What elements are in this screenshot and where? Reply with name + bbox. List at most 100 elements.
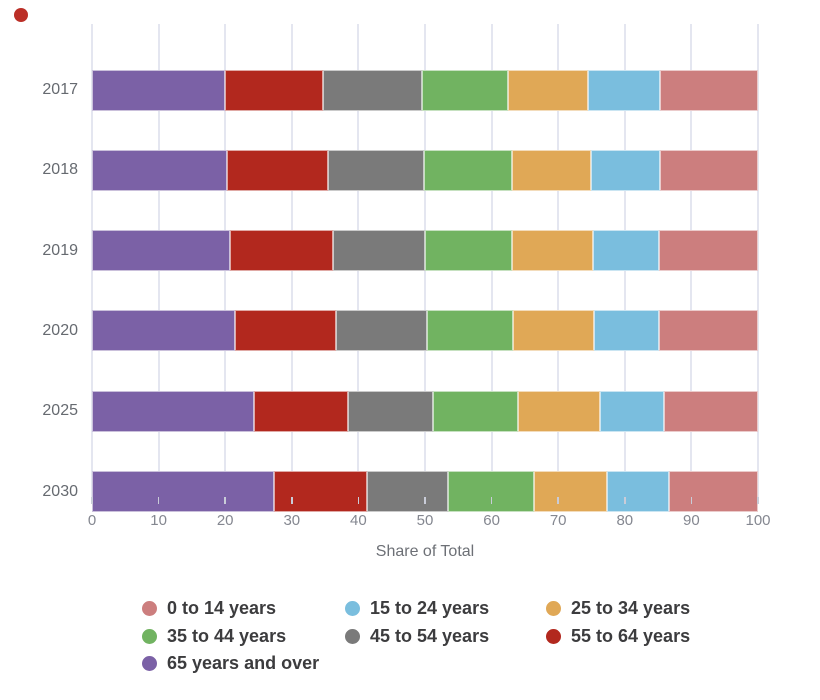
bar-segment-15-to-24-years xyxy=(588,69,661,111)
bar-segment-0-to-14-years xyxy=(669,471,758,512)
bar-segment-15-to-24-years xyxy=(607,471,670,512)
x-tick-label: 0 xyxy=(87,512,97,529)
legend-swatch-icon xyxy=(142,628,157,644)
x-tick-label: 100 xyxy=(745,512,771,529)
bar-segment-65-years-and-over xyxy=(92,149,227,191)
bar-segment-45-to-54-years xyxy=(333,230,425,272)
legend-swatch-icon xyxy=(142,601,157,617)
bar-segment-15-to-24-years xyxy=(592,230,660,272)
legend-item-45-to-54-years[interactable]: 45 to 54 years xyxy=(345,626,546,647)
legend-item-55-to-64-years[interactable]: 55 to 64 years xyxy=(546,626,766,647)
legend-swatch-icon xyxy=(345,628,360,644)
legend-swatch-icon xyxy=(142,656,157,672)
bar-segment-25-to-34-years xyxy=(507,69,589,111)
x-tick xyxy=(224,497,226,504)
bar-segment-45-to-54-years xyxy=(328,149,424,191)
y-axis-label: 2019 xyxy=(42,241,78,259)
legend-item-25-to-34-years[interactable]: 25 to 34 years xyxy=(546,598,766,619)
x-tick xyxy=(624,497,626,504)
legend-label: 45 to 54 years xyxy=(370,625,490,646)
bar-segment-15-to-24-years xyxy=(594,310,660,352)
bar-segment-35-to-44-years xyxy=(424,230,513,272)
bar-segment-65-years-and-over xyxy=(92,310,235,352)
bar-segment-35-to-44-years xyxy=(423,149,512,191)
bar-segment-55-to-64-years xyxy=(225,69,324,111)
bar-segment-45-to-54-years xyxy=(348,390,433,432)
legend-item-15-to-24-years[interactable]: 15 to 24 years xyxy=(345,598,546,619)
y-axis-label: 2018 xyxy=(42,161,78,179)
bar-segment-45-to-54-years xyxy=(367,471,449,512)
bar-segment-0-to-14-years xyxy=(659,230,758,272)
bar-segment-25-to-34-years xyxy=(534,471,608,512)
legend-item-0-to-14-years[interactable]: 0 to 14 years xyxy=(142,598,345,619)
bar-segment-25-to-34-years xyxy=(512,310,595,352)
x-tick xyxy=(357,497,360,504)
legend-label: 35 to 44 years xyxy=(167,625,287,646)
x-tick-label: 30 xyxy=(283,512,301,529)
bar-segment-25-to-34-years xyxy=(517,390,601,432)
bar-segment-55-to-64-years xyxy=(234,310,337,352)
bar-segment-65-years-and-over xyxy=(92,230,230,272)
legend-item-65-years-and-over[interactable]: 65 years and over xyxy=(142,653,345,674)
x-tick xyxy=(757,497,759,504)
plot-area xyxy=(91,24,759,512)
y-axis-label: 2017 xyxy=(42,81,78,98)
bar-segment-35-to-44-years xyxy=(426,310,513,352)
x-tick-label: 10 xyxy=(150,512,167,529)
bar-segment-45-to-54-years xyxy=(323,69,422,111)
x-tick-label: 80 xyxy=(616,512,634,529)
x-tick xyxy=(557,497,559,504)
bar-segment-55-to-64-years xyxy=(253,390,349,432)
x-tick-label: 70 xyxy=(549,512,567,529)
legend-label: 65 years and over xyxy=(167,653,320,674)
x-tick-label: 60 xyxy=(483,512,500,529)
bar-segment-35-to-44-years xyxy=(448,471,535,512)
x-tick-label: 90 xyxy=(683,512,700,529)
bar-segment-25-to-34-years xyxy=(512,230,593,272)
bar-segment-45-to-54-years xyxy=(336,310,427,352)
bar-segment-25-to-34-years xyxy=(511,149,591,191)
y-axis-label: 2020 xyxy=(42,321,78,339)
bar-row-2017 xyxy=(92,69,758,111)
legend-label: 55 to 64 years xyxy=(571,625,691,646)
legend-swatch-icon xyxy=(345,601,360,617)
x-tick xyxy=(291,497,293,504)
legend: 0 to 14 years 15 to 24 years 25 to 34 year… xyxy=(142,595,766,678)
bar-segment-0-to-14-years xyxy=(660,69,758,111)
x-tick xyxy=(157,497,160,504)
bar-row-2020 xyxy=(92,310,758,352)
legend-label: 15 to 24 years xyxy=(370,598,490,619)
bar-row-2030 xyxy=(92,471,758,512)
bar-row-2019 xyxy=(92,230,758,272)
bar-segment-15-to-24-years xyxy=(590,149,661,191)
x-tick xyxy=(490,497,493,504)
legend-label: 0 to 14 years xyxy=(167,598,277,619)
x-tick-label: 50 xyxy=(416,512,434,529)
record-indicator-dot xyxy=(14,8,28,22)
gridline xyxy=(757,24,759,497)
bar-segment-0-to-14-years xyxy=(660,149,758,191)
bar-segment-65-years-and-over xyxy=(92,390,254,432)
bar-segment-65-years-and-over xyxy=(92,471,274,512)
x-tick xyxy=(91,497,93,504)
legend-label: 25 to 34 years xyxy=(571,598,691,619)
bar-segment-35-to-44-years xyxy=(421,69,508,111)
bar-segment-55-to-64-years xyxy=(229,230,334,272)
bar-segment-35-to-44-years xyxy=(432,390,518,432)
legend-swatch-icon xyxy=(546,628,561,644)
bar-segment-0-to-14-years xyxy=(659,310,758,352)
legend-item-35-to-44-years[interactable]: 35 to 44 years xyxy=(142,626,345,647)
bar-segment-0-to-14-years xyxy=(664,390,758,432)
x-tick xyxy=(690,497,693,504)
bar-segment-55-to-64-years xyxy=(226,149,329,191)
bar-segment-15-to-24-years xyxy=(600,390,665,432)
bar-row-2025 xyxy=(92,390,758,432)
bar-segment-65-years-and-over xyxy=(92,69,226,111)
bar-segment-55-to-64-years xyxy=(273,471,368,512)
x-tick xyxy=(424,497,426,504)
y-axis-label: 2025 xyxy=(42,402,78,420)
legend-swatch-icon xyxy=(546,601,561,617)
x-tick-label: 40 xyxy=(350,512,367,529)
bar-row-2018 xyxy=(92,149,758,191)
